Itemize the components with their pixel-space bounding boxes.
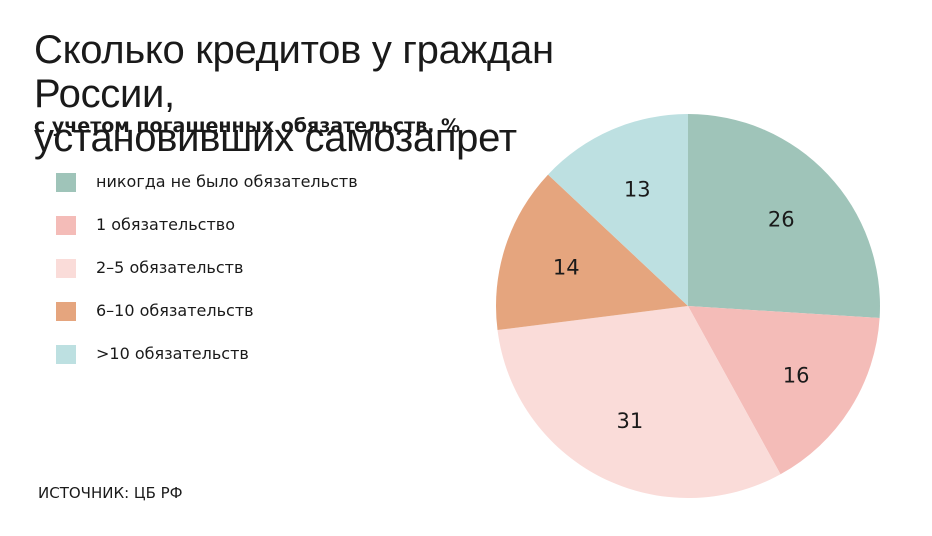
chart-title: Сколько кредитов у граждан России, устан… [34,28,674,160]
legend-label-none: никогда не было обязательств [96,172,358,191]
legend-label-one: 1 обязательство [96,215,236,234]
pie-label-none: 26 [768,207,795,231]
legend-swatch-none [56,173,76,192]
pie-slice-2-5 [497,306,781,499]
legend-label-6-10: 6–10 обязательств [96,301,254,320]
pie-slice-6-10 [495,174,688,331]
chart-title-line-2: установивших самозапрет [34,116,517,160]
legend-label-2-5: 2–5 обязательств [96,258,244,277]
pie-slice-none [688,114,880,319]
pie-label-over-10: 13 [624,178,651,202]
pie-label-2-5: 31 [617,409,644,433]
chart-title-line-1: Сколько кредитов у граждан России, [34,28,554,116]
legend-swatch-2-5 [56,259,76,278]
legend-swatch-6-10 [56,302,76,321]
legend-swatch-one [56,216,76,235]
pie-slice-over-10 [548,114,688,306]
pie-slice-one [688,306,880,475]
legend-label-over-10: >10 обязательств [96,344,249,363]
legend-swatch-over-10 [56,345,76,364]
pie-label-one: 16 [783,364,810,388]
pie-label-6-10: 14 [553,255,580,279]
chart-subtitle: с учетом погашенных обязательств, % [34,115,461,137]
source-note: ИСТОЧНИК: ЦБ РФ [38,484,183,502]
